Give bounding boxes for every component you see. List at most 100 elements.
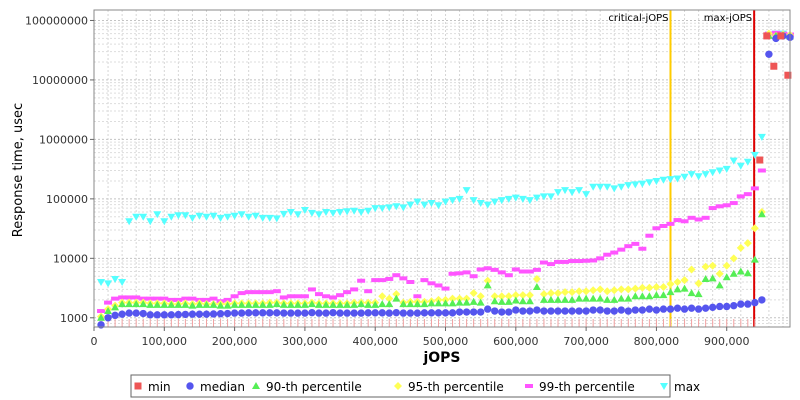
point-99th <box>279 295 288 300</box>
point-95th <box>546 289 555 298</box>
legend: min median 90-th percentile 95-th percentil… <box>130 374 700 398</box>
point-90th <box>455 298 464 306</box>
point-99th <box>708 206 717 211</box>
point-99th <box>111 296 120 301</box>
point-median <box>202 310 211 318</box>
point-90th <box>603 295 612 303</box>
point-99th <box>399 276 408 281</box>
point-90th <box>476 298 485 306</box>
point-99th <box>673 218 682 223</box>
point-95th <box>750 224 759 233</box>
point-max <box>181 212 190 220</box>
point-90th <box>286 300 295 308</box>
point-99th <box>546 262 555 267</box>
point-median <box>266 309 274 317</box>
x-axis-ticks: 0 100,000 200,000 300,000 400,000 500,000 600,… <box>91 327 749 348</box>
point-median <box>188 310 197 318</box>
point-99th <box>132 295 141 300</box>
legend-label: 95-th percentile <box>408 380 504 394</box>
point-max <box>701 171 710 179</box>
point-90th <box>532 282 541 290</box>
point-median <box>371 309 379 317</box>
point-99th <box>258 290 267 295</box>
point-99th <box>504 273 513 278</box>
point-median <box>483 305 492 313</box>
point-99th <box>743 192 752 197</box>
point-99th <box>181 296 190 301</box>
point-min <box>763 32 771 40</box>
point-median <box>167 311 176 319</box>
point-90th <box>146 300 155 308</box>
marker-lines: critical-jOPS max-jOPS <box>608 10 756 327</box>
point-median <box>737 300 745 308</box>
point-90th <box>132 300 141 308</box>
point-median <box>631 306 640 314</box>
point-median <box>259 309 267 317</box>
point-95th <box>624 285 633 294</box>
point-90th <box>392 294 401 302</box>
point-median <box>666 305 675 313</box>
point-max <box>638 180 647 188</box>
point-median <box>540 307 548 315</box>
point-max <box>343 208 352 216</box>
point-90th <box>631 292 640 300</box>
point-median <box>301 309 309 317</box>
point-median <box>357 309 365 317</box>
point-99th <box>448 271 457 276</box>
point-median <box>491 307 499 315</box>
point-max <box>104 280 113 288</box>
point-median <box>308 308 316 317</box>
point-90th <box>638 292 647 300</box>
point-max <box>237 211 246 219</box>
point-max <box>258 214 267 222</box>
point-99th <box>539 260 548 265</box>
point-median <box>687 304 696 312</box>
x-tick-label: 700,000 <box>563 335 609 348</box>
point-95th <box>596 285 605 294</box>
point-max <box>525 197 534 205</box>
point-90th <box>251 300 260 308</box>
point-90th <box>441 299 450 307</box>
point-95th <box>603 287 612 296</box>
point-median <box>125 309 133 317</box>
point-99th <box>392 273 401 278</box>
point-median <box>758 296 766 304</box>
grid-lines <box>94 10 790 328</box>
point-90th <box>160 300 169 308</box>
x-tick-label: 100,000 <box>142 335 188 348</box>
plot-background <box>94 10 790 327</box>
point-95th <box>385 294 394 303</box>
point-95th <box>497 292 506 301</box>
point-median <box>146 311 154 319</box>
point-max <box>497 197 506 205</box>
point-max <box>462 187 471 195</box>
point-99th <box>518 269 527 274</box>
point-max <box>708 169 717 177</box>
point-median <box>139 309 147 318</box>
point-90th <box>420 300 429 308</box>
point-max <box>265 214 274 222</box>
point-99th <box>722 203 731 208</box>
point-99th <box>525 269 534 274</box>
point-median <box>462 308 471 316</box>
point-median <box>280 309 288 317</box>
point-95th <box>729 254 738 263</box>
point-90th <box>378 300 387 308</box>
point-max <box>610 185 619 193</box>
point-99th <box>167 297 176 302</box>
point-95th <box>490 292 499 301</box>
point-max <box>272 215 281 223</box>
point-90th <box>666 288 675 296</box>
point-99th <box>511 267 520 272</box>
point-95th <box>394 382 402 390</box>
point-90th <box>750 255 759 263</box>
point-median <box>392 308 401 317</box>
point-90th <box>546 295 555 303</box>
point-max <box>469 197 478 205</box>
point-max <box>174 212 183 220</box>
point-90th <box>322 300 330 308</box>
point-max <box>660 383 668 390</box>
point-95th <box>631 284 640 293</box>
point-median <box>554 307 562 315</box>
point-max <box>715 167 724 175</box>
